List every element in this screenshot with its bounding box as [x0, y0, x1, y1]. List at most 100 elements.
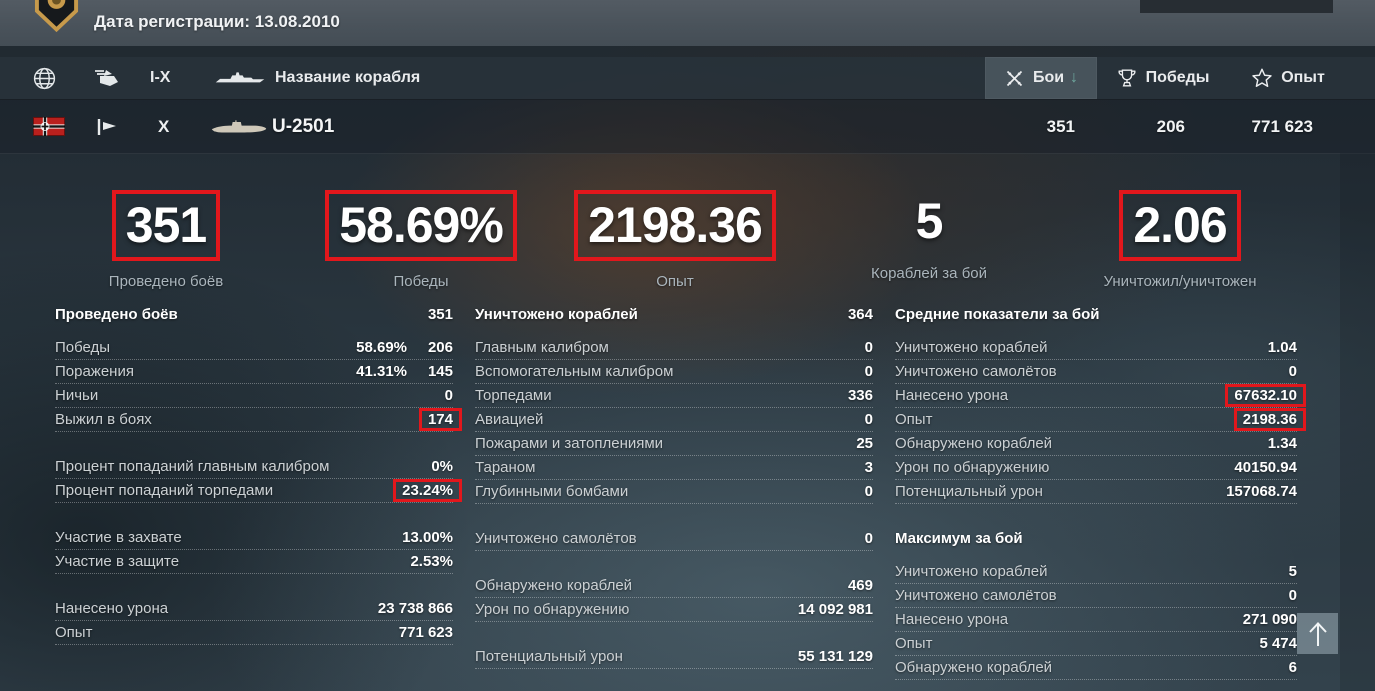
stat-value: 2.53% [410, 553, 453, 570]
stat-label: Вспомогательным калибром [475, 363, 674, 380]
ship-class-filter-icon [92, 66, 122, 90]
tier-filter[interactable]: I-X [150, 57, 170, 99]
stat-row: Пожарами и затоплениями 25 [475, 432, 873, 456]
player-badge-icon[interactable] [33, 0, 80, 33]
stat-value: 206 [427, 339, 453, 356]
stat-row: Нанесено урона 23 738 866 [55, 597, 453, 621]
stat-value: 13.00% [402, 529, 453, 546]
sort-exp-button[interactable]: Опыт [1243, 57, 1333, 99]
trophy-icon [1116, 67, 1138, 89]
stat-section-header: Максимум за бой [895, 527, 1297, 550]
sort-wins-button[interactable]: Победы [1100, 57, 1225, 99]
stat-row: Выжил в боях 174 [55, 408, 462, 432]
stat-row: Уничтожено кораблей 1.04 [895, 336, 1297, 360]
stat-label: Торпедами [475, 387, 552, 404]
arrow-up-icon [1305, 619, 1331, 649]
stat-label: Процент попаданий торпедами [55, 482, 274, 499]
stat-value: 469 [847, 577, 873, 594]
stat-label: Выжил в боях [55, 411, 152, 428]
stat-value: 771 623 [398, 624, 453, 641]
sort-direction-icon: ↓ [1070, 69, 1079, 86]
stat-label: Нанесено урона [895, 387, 1009, 404]
stat-row: Вспомогательным калибром 0 [475, 360, 873, 384]
top-bar: Дата регистрации: 13.08.2010 [0, 0, 1375, 46]
stat-value: 1.04 [1267, 339, 1297, 356]
stat-value: 1.34 [1267, 435, 1297, 452]
stat-value-percent: 41.31% [356, 363, 407, 380]
stat-label: Уничтожено самолётов [895, 363, 1057, 380]
table-header: I-X Название корабля Бои ↓ [0, 57, 1375, 100]
stat-value-percent: 58.69% [356, 339, 407, 356]
summary-winrate: 58.69% Победы [296, 190, 546, 290]
ship-battles-value: 351 [1046, 116, 1075, 136]
stat-row: Поражения 41.31% 145 [55, 360, 453, 384]
scroll-to-top-button[interactable] [1297, 613, 1338, 654]
cutoff-panel [1140, 0, 1333, 13]
nation-filter[interactable] [32, 57, 57, 99]
stat-value: 3 [864, 459, 873, 476]
stat-label: Обнаружено кораблей [895, 659, 1053, 676]
stat-value: 364 [847, 306, 873, 323]
stat-value: 0% [431, 458, 453, 475]
stat-group-spacer [55, 574, 453, 597]
summary-kd-ratio-value: 2.06 [1119, 190, 1241, 261]
stat-label: Урон по обнаружению [475, 601, 630, 618]
stat-label: Глубинными бомбами [475, 483, 629, 500]
stat-value: 336 [847, 387, 873, 404]
battles-column-label: Бои [1032, 69, 1065, 86]
stat-value: 5 [1288, 563, 1297, 580]
pennant-icon [95, 100, 119, 153]
summary-exp-value: 2198.36 [574, 190, 776, 261]
crossed-swords-icon [1004, 68, 1025, 89]
stat-label: Процент попаданий главным калибром [55, 458, 330, 475]
stat-value: 5 474 [1259, 635, 1297, 652]
summary-kd-ratio: 2.06 Уничтожил/уничтожен [1055, 190, 1305, 290]
stat-label: Тараном [475, 459, 536, 476]
stat-label: Поражения [55, 363, 134, 380]
summary-winrate-value: 58.69% [325, 190, 517, 261]
stats-column-battles: Проведено боёв 351 Победы 58.69% 206 Поражени… [55, 303, 462, 645]
stat-value: 0 [444, 387, 453, 404]
stat-row: Ничьи 0 [55, 384, 453, 408]
ship-row[interactable]: X U-2501 351 206 771 623 [0, 100, 1375, 154]
stat-value: 25 [856, 435, 873, 452]
stat-row: Глубинными бомбами 0 [475, 480, 873, 504]
stat-label: Уничтожено самолётов [475, 530, 637, 547]
stat-value: 0 [864, 363, 873, 380]
stat-label: Уничтожено кораблей [895, 339, 1048, 356]
stat-value: 271 090 [1242, 611, 1297, 628]
stat-value: 40150.94 [1234, 459, 1297, 476]
stat-label: Опыт [895, 411, 933, 428]
stat-value: 55 131 129 [797, 648, 873, 665]
stat-row: Нанесено урона 67632.10 [895, 384, 1306, 408]
stat-row: Авиацией 0 [475, 408, 873, 432]
ship-class-filter[interactable] [92, 57, 122, 99]
stat-label: Уничтожено кораблей [895, 563, 1048, 580]
ship-name: U-2501 [272, 115, 335, 137]
stat-label: Урон по обнаружению [895, 459, 1050, 476]
stat-label: Ничьи [55, 387, 99, 404]
stat-label: Обнаружено кораблей [895, 435, 1053, 452]
stat-value: 0 [1288, 587, 1297, 604]
stat-value-highlighted: 2198.36 [1233, 408, 1306, 431]
sort-battles-button[interactable]: Бои ↓ [985, 57, 1097, 99]
stat-label: Максимум за бой [895, 530, 1023, 547]
ship-name-column-header[interactable]: Название корабля [214, 57, 420, 99]
stat-group-spacer [475, 622, 873, 645]
globe-icon [32, 66, 57, 91]
stat-row: Урон по обнаружению 14 092 981 [475, 598, 873, 622]
stat-row: Процент попаданий торпедами 23.24% [55, 479, 462, 503]
summary-ships-per-battle: 5 Кораблей за бой [804, 190, 1054, 283]
stat-section-header: Проведено боёв 351 [55, 303, 453, 326]
stat-row: Опыт 5 474 [895, 632, 1297, 656]
ship-tier: X [158, 116, 170, 136]
stat-label: Обнаружено кораблей [475, 577, 633, 594]
scrollbar-gutter[interactable] [1340, 153, 1375, 691]
stat-value-highlighted: 67632.10 [1225, 384, 1306, 407]
stat-label: Средние показатели за бой [895, 306, 1100, 323]
stat-value: 0 [1288, 363, 1297, 380]
stat-row: Уничтожено самолётов 0 [895, 584, 1297, 608]
registration-date: Дата регистрации: 13.08.2010 [94, 12, 340, 31]
summary-ships-per-battle-value: 5 [915, 193, 944, 249]
stat-row: Нанесено урона 271 090 [895, 608, 1297, 632]
